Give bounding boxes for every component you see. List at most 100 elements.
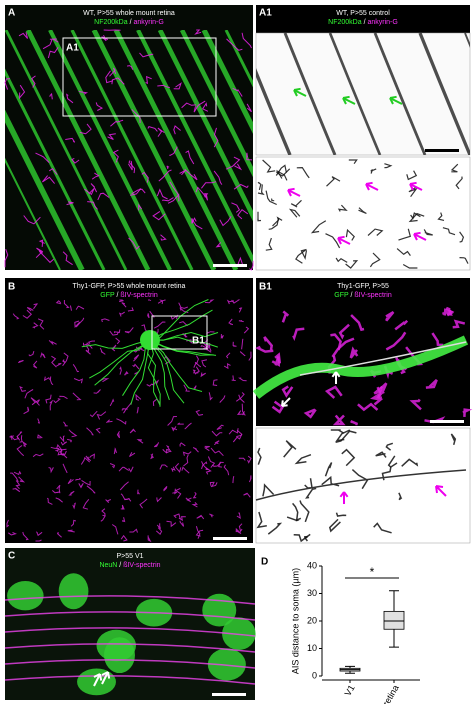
stain-fragment — [162, 197, 174, 202]
stain-fragment — [226, 299, 235, 305]
stain-fragment — [209, 513, 214, 518]
arrow — [281, 397, 291, 407]
stain-fragment — [174, 463, 182, 473]
stain-fragment — [105, 70, 113, 84]
inset-label: A1 — [66, 43, 79, 54]
stain-fragment — [238, 394, 245, 403]
nucleus — [202, 593, 237, 627]
stain-fragment — [247, 455, 252, 464]
stain: ßIV-spectrin — [354, 292, 391, 299]
stain-fragment — [79, 123, 92, 135]
stain-fragment — [201, 461, 209, 471]
stain-fragment — [59, 435, 65, 443]
stain-fragment — [290, 199, 302, 208]
stain-fragment — [335, 430, 357, 444]
stain: NeuN — [99, 562, 117, 569]
inset-box — [62, 37, 217, 117]
fibre — [201, 30, 253, 134]
stain-fragment — [68, 490, 75, 496]
stain-fragment — [219, 216, 232, 227]
stain-fragment — [350, 420, 358, 426]
panel-title: WT, P>55 control — [336, 10, 390, 17]
stain-fragment — [12, 313, 20, 320]
stain-fragment — [385, 331, 407, 351]
arrow — [287, 187, 301, 197]
arrow — [93, 673, 103, 687]
axon — [299, 341, 467, 376]
stain-fragment — [66, 438, 73, 443]
stain-fragment — [38, 239, 45, 247]
stain-fragment — [37, 434, 43, 439]
stain-fragment — [68, 429, 78, 438]
stain-fragment — [109, 330, 119, 336]
panel-title: Thy1-GFP, P>55 — [337, 283, 389, 290]
stain-fragment — [447, 309, 453, 316]
panel-b1-header — [256, 278, 470, 306]
stain-fragment — [181, 102, 197, 109]
stain-fragment — [431, 332, 444, 347]
fibre — [91, 30, 217, 270]
y-axis-title: AIS distance to soma (µm) — [290, 568, 300, 674]
arrow — [413, 231, 427, 241]
stain-fragment — [48, 340, 57, 346]
stain-fragment — [49, 376, 54, 386]
stain-fragment — [131, 109, 141, 123]
stain-fragment — [120, 493, 130, 501]
stain-fragment — [185, 497, 192, 503]
stain-legend: NF200kDa / ankyrin-G — [328, 19, 398, 26]
stain-fragment — [236, 392, 245, 402]
stain-fragment — [257, 184, 265, 196]
stain-fragment — [111, 524, 119, 535]
stain-fragment — [262, 159, 276, 173]
y-tick-label: 10 — [307, 643, 317, 653]
stain-fragment — [225, 352, 231, 359]
stain-fragment — [248, 475, 252, 483]
stain-fragment — [310, 220, 327, 234]
separator: / — [362, 19, 368, 26]
stain-fragment — [116, 431, 120, 439]
stain-fragment — [160, 234, 167, 241]
stain-fragment — [201, 359, 208, 368]
stain-fragment — [66, 93, 74, 104]
stain-fragment — [381, 467, 392, 481]
stain-fragment — [21, 440, 28, 448]
stain-fragment — [238, 320, 244, 323]
stain-fragment — [96, 411, 107, 420]
stain-fragment — [13, 470, 22, 476]
dendrite — [149, 339, 214, 356]
stain-fragment — [425, 378, 438, 389]
stain: NF200kDa — [328, 19, 362, 26]
stain-fragment — [256, 511, 267, 529]
stain-fragment — [153, 442, 160, 448]
fibres — [256, 33, 470, 155]
stain-fragment — [47, 47, 59, 59]
stain-fragment — [337, 204, 348, 212]
stain-fragment — [292, 502, 299, 522]
stain-fragment — [48, 467, 54, 474]
stain-fragment — [238, 377, 247, 382]
ais-line — [4, 643, 256, 653]
stain-fragment — [263, 336, 274, 351]
stain-fragment — [56, 443, 63, 455]
stain-fragment — [90, 183, 98, 193]
stain-fragment — [147, 313, 150, 319]
stain-fragment — [43, 376, 51, 382]
stain-fragment — [276, 169, 288, 181]
stain-fragment — [462, 408, 473, 417]
stain-fragment — [325, 233, 341, 249]
stain-fragment — [37, 318, 45, 330]
stain-fragment — [170, 466, 176, 472]
panel-label: C — [8, 551, 15, 562]
stain-fragment — [226, 38, 243, 51]
ais-line — [4, 675, 256, 685]
stain-fragment — [299, 500, 310, 523]
stain-fragment — [128, 160, 136, 174]
stain-fragment — [238, 307, 243, 313]
stain-legend: GFP / ßIV-spectrin — [334, 292, 392, 299]
stain-fragment — [173, 82, 182, 90]
stain-fragment — [145, 75, 152, 85]
stain-fragment — [132, 363, 140, 370]
panel-label: B — [8, 282, 15, 293]
stain-fragment — [235, 527, 242, 535]
